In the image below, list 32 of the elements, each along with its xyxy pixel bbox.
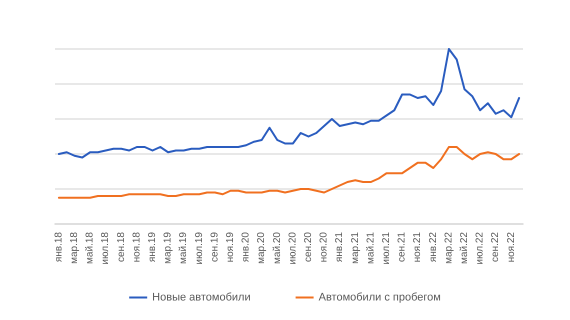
x-tick-label: июл.20	[287, 232, 298, 265]
x-tick-label: июл.22	[474, 232, 486, 265]
x-tick-label: ноя.21	[412, 232, 424, 262]
x-tick-label: янв.19	[147, 232, 158, 262]
x-tick-label: июл.19	[194, 232, 205, 265]
x-tick-label: май.19	[178, 232, 190, 264]
legend-label: Автомобили с пробегом	[318, 292, 441, 304]
x-tick-label: сен.18	[116, 232, 127, 262]
x-tick-label: янв.21	[334, 232, 346, 262]
x-tick-label: ноя.18	[131, 232, 142, 262]
x-tick-label: мар.22	[443, 232, 454, 264]
x-tick-label: июл.18	[100, 232, 112, 265]
x-tick-label: мар.20	[256, 232, 268, 264]
x-tick-label: янв.18	[53, 232, 64, 262]
x-tick-label: май.21	[365, 232, 376, 264]
x-tick-label: мар.21	[350, 232, 361, 264]
x-tick-label: сен.21	[396, 232, 408, 262]
x-tick-label: ноя.20	[318, 232, 330, 262]
x-tick-label: сен.22	[490, 232, 502, 262]
x-tick-label: май.20	[272, 232, 283, 264]
x-tick-label: май.18	[84, 232, 96, 264]
x-tick-label: сен.19	[209, 232, 220, 262]
x-tick-label: ноя.22	[506, 232, 517, 262]
x-tick-label: июл.21	[381, 232, 392, 265]
x-tick-label: май.22	[459, 232, 470, 264]
x-tick-label: ноя.19	[225, 232, 236, 262]
x-tick-label: сен.20	[303, 232, 314, 262]
x-tick-label: янв.22	[428, 232, 439, 262]
legend-label: Новые автомобили	[152, 292, 251, 304]
x-tick-label: мар.19	[162, 232, 174, 264]
x-tick-label: янв.20	[240, 232, 252, 262]
x-tick-label: мар.18	[69, 232, 80, 264]
